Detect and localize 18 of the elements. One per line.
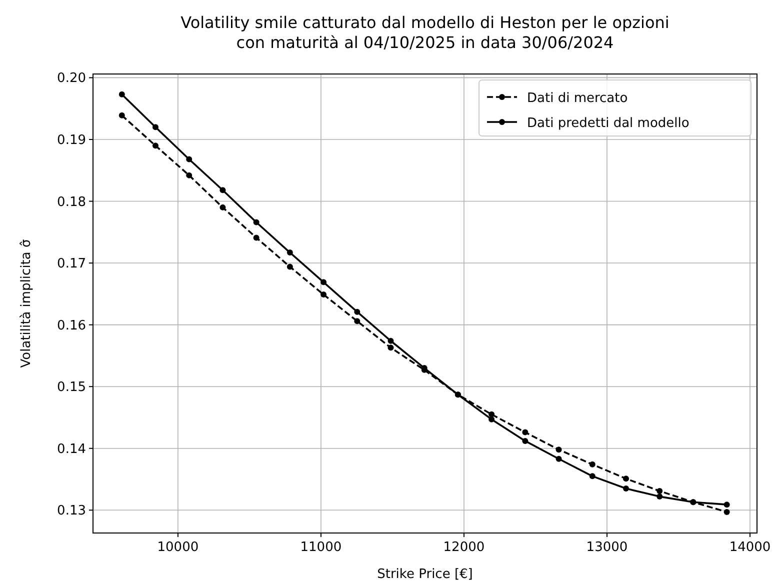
y-tick-label: 0.17: [57, 256, 86, 272]
x-tick-label: 13000: [586, 540, 628, 555]
legend-label: Dati predetti dal modello: [527, 116, 690, 131]
y-tick-label: 0.16: [57, 318, 86, 334]
x-tick-label: 14000: [729, 540, 771, 555]
x-tick-label: 10000: [157, 540, 199, 555]
x-tick-label: 11000: [300, 540, 342, 555]
chart-title: Volatility smile catturato dal modello di Heston per le opzioni con maturità al 04/10/2025 in data 30/06/2024: [180, 13, 670, 52]
y-tick-label: 0.20: [57, 71, 86, 86]
y-tick-label: 0.18: [57, 194, 86, 210]
legend-label: Dati di mercato: [527, 91, 628, 106]
x-axis-title: Strike Price [€]: [377, 567, 473, 582]
x-tick-label: 12000: [443, 540, 485, 555]
y-tick-label: 0.13: [57, 504, 86, 519]
y-tick-label: 0.15: [57, 380, 86, 396]
y-tick-label: 0.14: [57, 442, 86, 457]
y-axis-title: Volatilità implicita σ̂: [19, 239, 34, 368]
y-tick-label: 0.19: [57, 132, 86, 148]
